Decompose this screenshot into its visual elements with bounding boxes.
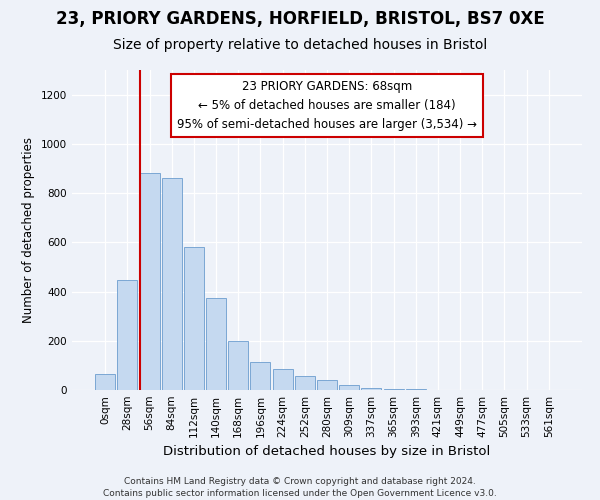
Text: Size of property relative to detached houses in Bristol: Size of property relative to detached ho… bbox=[113, 38, 487, 52]
Bar bbox=[228, 341, 248, 390]
Bar bbox=[317, 380, 337, 390]
Bar bbox=[361, 388, 382, 390]
Bar bbox=[118, 280, 137, 390]
Bar bbox=[339, 385, 359, 390]
Y-axis label: Number of detached properties: Number of detached properties bbox=[22, 137, 35, 323]
Bar bbox=[250, 362, 271, 390]
Bar bbox=[295, 376, 315, 390]
Bar bbox=[184, 247, 204, 390]
Bar bbox=[140, 174, 160, 390]
Text: 23, PRIORY GARDENS, HORFIELD, BRISTOL, BS7 0XE: 23, PRIORY GARDENS, HORFIELD, BRISTOL, B… bbox=[56, 10, 544, 28]
Text: Contains HM Land Registry data © Crown copyright and database right 2024.
Contai: Contains HM Land Registry data © Crown c… bbox=[103, 476, 497, 498]
X-axis label: Distribution of detached houses by size in Bristol: Distribution of detached houses by size … bbox=[163, 446, 491, 458]
Bar bbox=[272, 369, 293, 390]
Bar bbox=[206, 298, 226, 390]
Bar bbox=[95, 374, 115, 390]
Bar bbox=[162, 178, 182, 390]
Text: 23 PRIORY GARDENS: 68sqm
← 5% of detached houses are smaller (184)
95% of semi-d: 23 PRIORY GARDENS: 68sqm ← 5% of detache… bbox=[177, 80, 477, 130]
Bar bbox=[383, 389, 404, 390]
